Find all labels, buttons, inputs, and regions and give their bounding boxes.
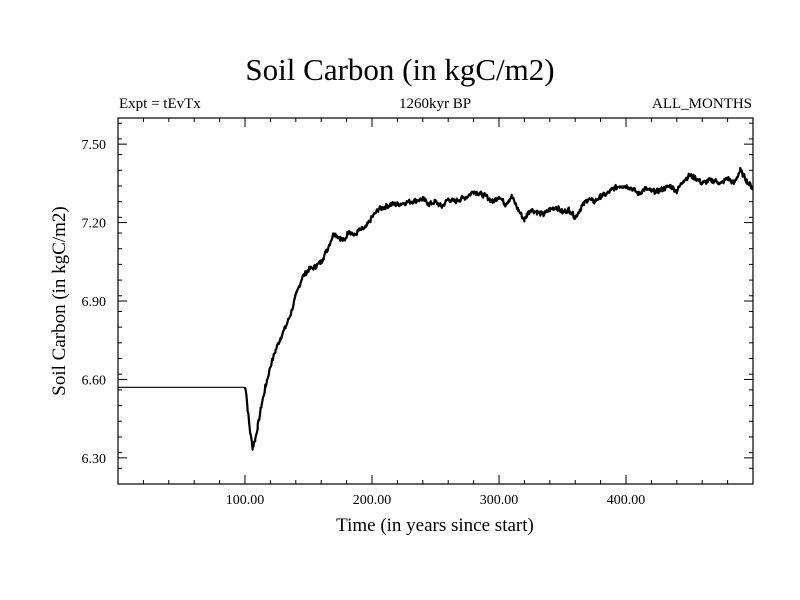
y-tick-label: 7.50 (82, 138, 107, 153)
x-tick-label: 100.00 (226, 493, 265, 508)
y-axis-title: Soil Carbon (in kgC/m2) (49, 206, 70, 395)
x-tick-label: 200.00 (353, 493, 392, 508)
series-line-noise (243, 166, 754, 451)
x-tick-label: 300.00 (480, 493, 519, 508)
chart-title: Soil Carbon (in kgC/m2) (245, 52, 555, 87)
y-tick-label: 6.90 (82, 295, 107, 310)
y-tick-label: 7.20 (82, 217, 107, 232)
plot-area: 6.30 6.60 6.90 7.20 7.50 100.00 200.00 300.00 40… (82, 118, 754, 508)
series-line-base (118, 169, 754, 448)
x-axis-title: Time (in years since start) (336, 515, 534, 536)
plot-frame (117, 117, 754, 485)
x-tick-label: 400.00 (607, 493, 646, 508)
period-label: 1260kyr BP (398, 96, 472, 112)
months-label: ALL_MONTHS (652, 96, 752, 112)
y-tick-label: 6.60 (82, 373, 107, 388)
y-tick-label: 6.30 (82, 452, 107, 467)
experiment-label: Expt = tEvTx (119, 96, 201, 112)
